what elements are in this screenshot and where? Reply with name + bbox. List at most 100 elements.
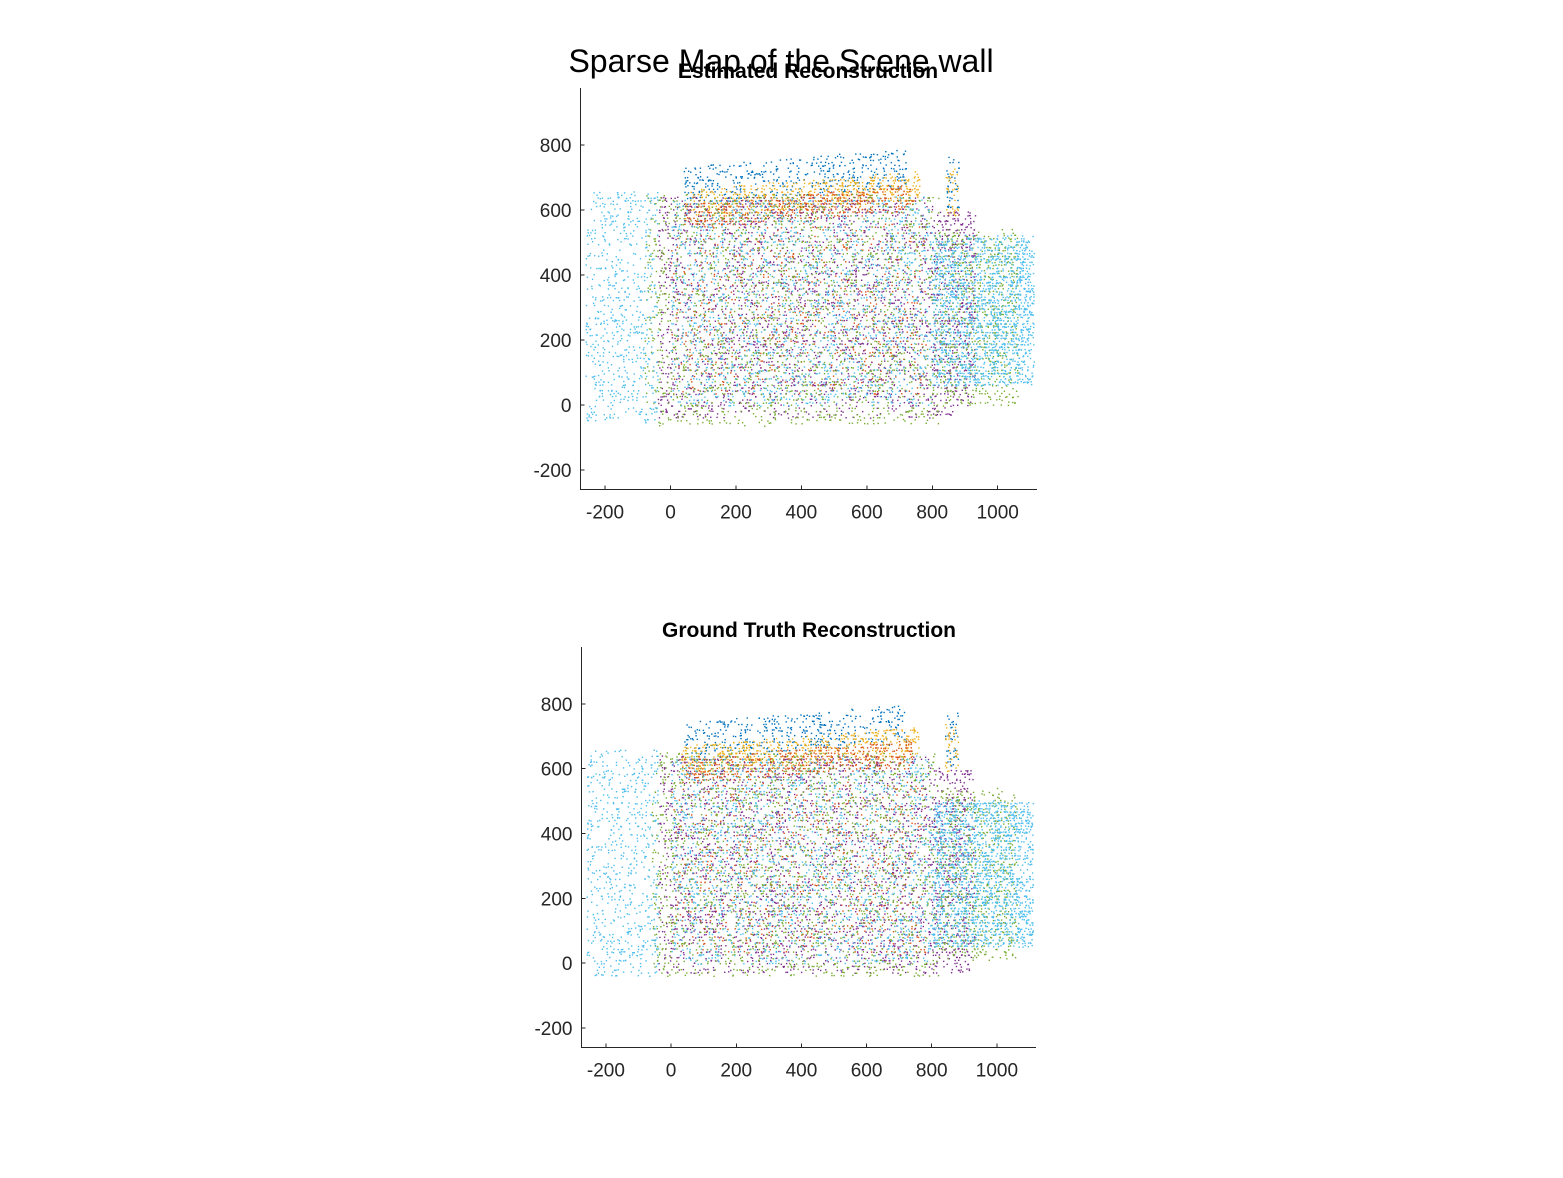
scatter-point <box>922 373 925 375</box>
scatter-point <box>766 297 768 299</box>
scatter-point <box>686 176 689 179</box>
scatter-point <box>954 218 956 220</box>
scatter-point <box>878 182 880 184</box>
scatter-point <box>871 317 873 320</box>
scatter-point <box>769 236 771 238</box>
scatter-point <box>820 155 822 157</box>
scatter-point <box>686 230 688 232</box>
scatter-point <box>737 235 740 237</box>
scatter-point <box>922 244 924 247</box>
scatter-point <box>668 341 671 343</box>
scatter-point <box>850 396 852 398</box>
scatter-point <box>687 192 690 194</box>
scatter-point <box>939 288 941 291</box>
scatter-point <box>883 188 886 190</box>
scatter-point <box>915 393 917 395</box>
scatter-point <box>722 208 724 210</box>
scatter-point <box>688 209 691 211</box>
scatter-point <box>769 205 772 207</box>
scatter-point <box>687 309 690 311</box>
scatter-point <box>836 381 838 383</box>
scatter-point <box>718 367 721 370</box>
scatter-point <box>823 194 825 196</box>
scatter-point <box>769 334 771 336</box>
scatter-point <box>746 217 749 219</box>
scatter-point <box>851 346 854 348</box>
scatter-point <box>932 247 934 249</box>
scatter-point <box>754 243 756 245</box>
scatter-point <box>818 355 821 358</box>
scatter-point <box>742 196 745 198</box>
scatter-point <box>841 340 843 342</box>
scatter-point <box>814 235 816 238</box>
scatter-point <box>684 191 686 194</box>
scatter-point <box>834 334 836 337</box>
scatter-point <box>905 168 907 170</box>
scatter-point <box>784 200 786 202</box>
scatter-point <box>712 226 714 228</box>
scatter-point <box>673 209 675 211</box>
scatter-point <box>796 165 798 167</box>
scatter-point <box>834 369 837 371</box>
scatter-point <box>858 311 860 313</box>
scatter-point <box>803 304 806 307</box>
scatter-point <box>941 238 943 241</box>
scatter-point <box>817 388 819 390</box>
scatter-point <box>755 211 757 213</box>
scatter-point <box>771 364 773 367</box>
scatter-point <box>907 226 909 229</box>
scatter-point <box>920 382 922 384</box>
scatter-point <box>862 352 864 355</box>
scatter-point <box>909 335 912 337</box>
scatter-point <box>888 184 890 187</box>
scatter-point <box>920 312 922 314</box>
scatter-point <box>879 208 881 211</box>
scatter-point <box>803 179 805 181</box>
scatter-point <box>865 196 867 198</box>
scatter-point <box>913 320 916 322</box>
scatter-point <box>693 310 695 313</box>
scatter-point <box>761 187 763 190</box>
scatter-point <box>858 194 860 197</box>
scatter-point <box>844 288 846 290</box>
scatter-point <box>801 329 803 331</box>
scatter-point <box>879 369 882 371</box>
scatter-point <box>829 200 832 202</box>
scatter-point <box>689 182 691 184</box>
scatter-point <box>757 221 760 223</box>
scatter-point <box>703 339 705 342</box>
scatter-point <box>761 173 764 176</box>
scatter-point <box>787 326 789 328</box>
scatter-point <box>806 255 809 258</box>
scatter-point <box>889 291 891 293</box>
scatter-point <box>885 314 887 316</box>
scatter-point <box>699 196 701 199</box>
scatter-point <box>857 202 859 204</box>
scatter-point <box>740 224 742 226</box>
scatter-point <box>809 216 811 219</box>
scatter-point <box>837 199 839 201</box>
scatter-point <box>858 159 861 161</box>
scatter-point <box>840 224 842 226</box>
scatter-point <box>665 390 668 392</box>
scatter-point <box>918 328 921 330</box>
scatter-point <box>845 241 847 244</box>
scatter-point <box>678 298 680 301</box>
scatter-point <box>798 288 801 290</box>
scatter-point <box>723 394 725 396</box>
scatter-point <box>751 369 753 371</box>
scatter-point <box>789 208 792 211</box>
scatter-point <box>833 176 835 178</box>
scatter-point <box>678 367 680 370</box>
scatter-point <box>842 176 844 178</box>
scatter-point <box>733 384 735 387</box>
scatter-point <box>669 270 671 272</box>
scatter-point <box>868 200 870 203</box>
scatter-point <box>904 200 906 202</box>
scatter-point <box>802 211 804 214</box>
scatter-point <box>839 185 841 187</box>
scatter-point <box>954 211 957 214</box>
scatter-point <box>744 302 746 304</box>
scatter-point <box>844 358 846 361</box>
scatter-point <box>708 208 711 210</box>
